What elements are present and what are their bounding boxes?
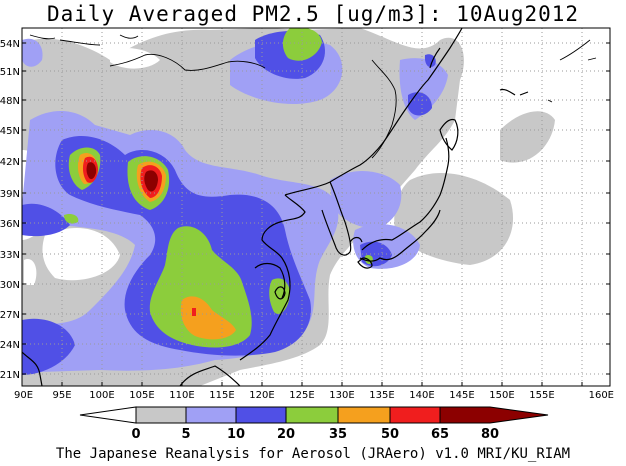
- map-title: Daily Averaged PM2.5 [ug/m3]: 10Aug2012: [46, 2, 580, 26]
- lon-tick-label: 140E: [409, 390, 434, 401]
- colorbar-level-label: 65: [431, 427, 449, 442]
- pm25-field: [22, 28, 610, 386]
- lat-tick-label: 30N: [0, 280, 20, 291]
- colorbar-lower-triangle: [79, 406, 137, 424]
- lon-tick-label: 150E: [489, 390, 514, 401]
- colorbar-level-label: 5: [181, 427, 190, 442]
- lon-tick-label: 95E: [52, 390, 71, 401]
- colorbar-bin-65-80: [389, 406, 441, 424]
- lat-tick-label: 45N: [0, 126, 20, 137]
- coastlines: [22, 28, 529, 386]
- colorbar-level-label: 50: [381, 427, 399, 442]
- lat-tick-label: 33N: [0, 250, 20, 261]
- colorbar-level-label: 0: [131, 427, 140, 442]
- colorbar-level-label: 20: [277, 427, 295, 442]
- colorbar-bin-10-20: [185, 406, 237, 424]
- lon-tick-label: 90E: [14, 390, 33, 401]
- lon-tick-label: 105E: [129, 390, 154, 401]
- lon-tick-label: 160E: [589, 390, 614, 401]
- lon-tick-label: 155E: [529, 390, 554, 401]
- longitude-axis: 90E 95E 100E 105E 110E 115E 120E 125E 130E 135E 14…: [14, 382, 614, 401]
- colorbar: 0 5 10 20 35 50 65 80: [79, 406, 549, 442]
- lat-tick-label: 51N: [0, 67, 20, 78]
- lat-tick-label: 21N: [0, 370, 20, 381]
- lat-tick-label: 39N: [0, 189, 20, 200]
- colorbar-level-label: 35: [329, 427, 347, 442]
- lon-tick-label: 125E: [289, 390, 314, 401]
- lon-tick-label: 145E: [449, 390, 474, 401]
- lat-tick-label: 24N: [0, 340, 20, 351]
- data-source-caption: The Japanese Reanalysis for Aerosol (JRA…: [55, 446, 571, 462]
- map-frame: [21, 27, 611, 387]
- colorbar-bin-5-10: [135, 406, 187, 424]
- latitude-axis: 54N 51N 48N 45N 42N 39N 36N 33N 30N 27N 24N 21N: [0, 39, 610, 381]
- colorbar-level-label: 80: [481, 427, 499, 442]
- contour-80-plus: [86, 162, 97, 180]
- colorbar-level-label: 10: [227, 427, 245, 442]
- lon-tick-label: 100E: [89, 390, 114, 401]
- colorbar-upper-triangle: [439, 406, 549, 424]
- lat-tick-label: 27N: [0, 310, 20, 321]
- lat-tick-label: 48N: [0, 96, 20, 107]
- colorbar-bin-20-35: [235, 406, 287, 424]
- lon-tick-label: 130E: [329, 390, 354, 401]
- lat-tick-label: 54N: [0, 39, 20, 50]
- lon-tick-label: 120E: [249, 390, 274, 401]
- colorbar-bin-50-65: [337, 406, 391, 424]
- contour-35-50: [149, 226, 252, 348]
- colorbar-bin-35-50: [285, 406, 339, 424]
- lon-tick-label: 115E: [209, 390, 234, 401]
- lon-tick-label: 110E: [169, 390, 194, 401]
- boundary-lines: [29, 34, 597, 159]
- lat-tick-label: 42N: [0, 157, 20, 168]
- lat-tick-label: 36N: [0, 219, 20, 230]
- lon-tick-label: 135E: [369, 390, 394, 401]
